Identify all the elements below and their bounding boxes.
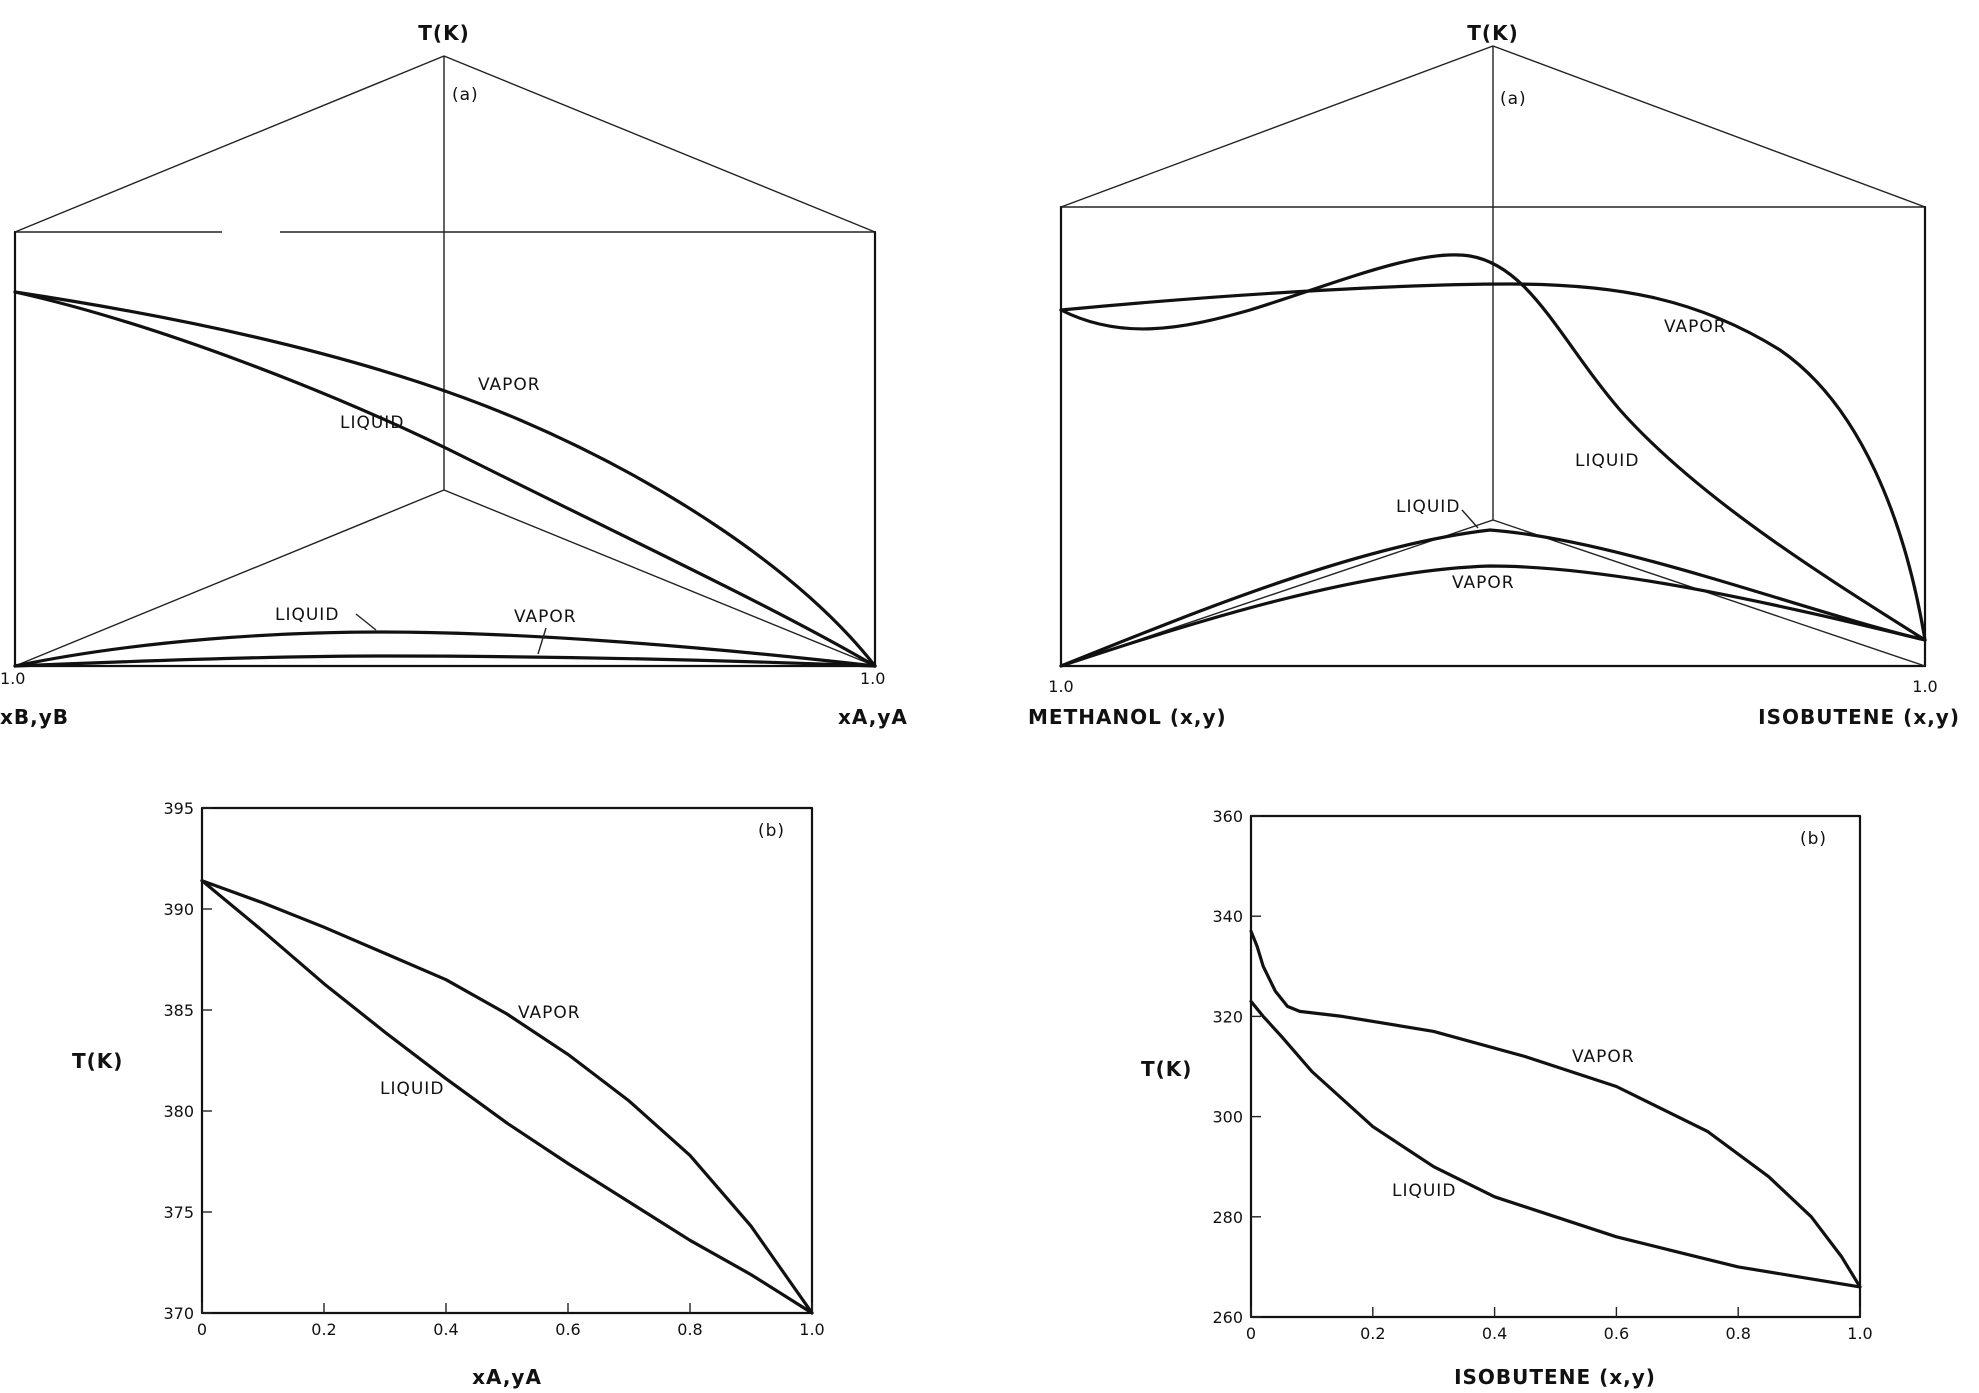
corner-label-right: 1.0 [860, 669, 885, 688]
prism-panel-methanol-generic: T(K) (a) VAPOR LIQUID LIQUID VAPOR 1.0 1… [0, 21, 908, 729]
series-line-liquid [200, 879, 814, 1315]
x-tick-label: 0.4 [1482, 1324, 1507, 1343]
base-liquid-label: LIQUID [275, 605, 339, 625]
corner-label-left: 1.0 [0, 669, 25, 688]
x-tick-label: 0.4 [433, 1320, 458, 1339]
liquid-curve-3d [1059, 253, 1927, 642]
series-lines [200, 879, 814, 1315]
base-vapor-curve [1059, 564, 1927, 668]
prism-base-back [14, 489, 876, 667]
y-tick-label: 360 [1212, 807, 1243, 826]
x-tick-label: 0.8 [677, 1320, 702, 1339]
x-tick-label: 0.6 [555, 1320, 580, 1339]
x-tick-label: 0.2 [1360, 1324, 1385, 1343]
axis-ticks: 0 0.2 0.4 0.6 0.8 1.0 260 280 300 320 340 360 [1212, 807, 1872, 1343]
series-line-vapor [1249, 929, 1862, 1289]
base-liquid-label: LIQUID [1396, 497, 1460, 517]
x-axis-label: ISOBUTENE (x,y) [1454, 1365, 1656, 1389]
y-tick-label: 390 [163, 900, 194, 919]
y-tick-label: 395 [163, 799, 194, 818]
liquid-label: LIQUID [340, 413, 404, 433]
series-label-liquid: LIQUID [380, 1079, 444, 1099]
y-tick-label: 300 [1212, 1108, 1243, 1127]
series-line-vapor [200, 879, 814, 1315]
axis-left-label: METHANOL (x,y) [1028, 705, 1227, 729]
prism-panel-methanol-isobutene: T(K) (a) VAPOR LIQUID LIQUID VAPOR 1.0 1… [1028, 21, 1960, 729]
panel-label: (b) [758, 821, 785, 841]
axis-title: T(K) [1467, 21, 1518, 45]
x-tick-label: 1.0 [799, 1320, 824, 1339]
x-tick-label: 0.6 [1604, 1324, 1629, 1343]
base-vapor-pointer [537, 627, 547, 655]
corner-label-left: 1.0 [1048, 677, 1073, 696]
liquid-label: LIQUID [1575, 451, 1639, 471]
prism-base-back [1060, 519, 1926, 667]
x-tick-label: 1.0 [1847, 1324, 1872, 1343]
y-tick-label: 375 [163, 1203, 194, 1222]
base-vapor-label: VAPOR [1452, 573, 1515, 593]
base-liquid-curve [13, 630, 877, 668]
y-axis-label: T(K) [72, 1049, 123, 1073]
y-tick-label: 260 [1212, 1308, 1243, 1327]
x-tick-label: 0 [197, 1320, 207, 1339]
axis-right-label: xA,yA [838, 705, 908, 729]
vapor-curve-3d [1059, 282, 1927, 642]
series-label-liquid: LIQUID [1392, 1181, 1456, 1201]
y-tick-label: 370 [163, 1304, 194, 1323]
y-tick-label: 340 [1212, 907, 1243, 926]
base-liquid-pointer [355, 613, 377, 631]
base-liquid-curve [1059, 528, 1927, 668]
corner-label-right: 1.0 [1912, 677, 1937, 696]
y-axis-label: T(K) [1141, 1057, 1192, 1081]
axis-title: T(K) [418, 21, 469, 45]
x-axis-label: xA,yA [472, 1365, 542, 1389]
series-line-liquid [1249, 999, 1862, 1289]
series-label-vapor: VAPOR [1572, 1047, 1635, 1067]
panel-label: (a) [452, 85, 479, 105]
base-liquid-pointer [1461, 509, 1479, 529]
y-tick-label: 380 [163, 1102, 194, 1121]
txy-chart-methanol-isobutene: (b) T(K) ISOBUTENE (x,y) 0 0.2 0.4 0.6 0.8 1.… [1141, 807, 1873, 1389]
axis-ticks: 0 0.2 0.4 0.6 0.8 1.0 370 375 380 385 390 395 [163, 799, 824, 1339]
plot-frame [1249, 814, 1862, 1319]
vapor-label: VAPOR [478, 375, 541, 395]
txy-chart-generic: (b) T(K) xA,yA 0 0.2 0.4 0.6 0.8 1.0 370 375 380… [72, 799, 825, 1389]
vapor-curve-3d [13, 290, 877, 668]
y-tick-label: 320 [1212, 1007, 1243, 1026]
axis-right-label: ISOBUTENE (x,y) [1758, 705, 1960, 729]
x-tick-label: 0.2 [311, 1320, 336, 1339]
y-tick-label: 280 [1212, 1208, 1243, 1227]
prism-roof [14, 55, 876, 233]
series-label-vapor: VAPOR [518, 1003, 581, 1023]
y-tick-label: 385 [163, 1001, 194, 1020]
base-vapor-label: VAPOR [514, 607, 577, 627]
liquid-curve-3d [13, 290, 877, 668]
x-tick-label: 0.8 [1725, 1324, 1750, 1343]
series-lines [1249, 929, 1862, 1289]
panel-label: (b) [1800, 829, 1827, 849]
axis-left-label: xB,yB [0, 705, 69, 729]
plot-frame [200, 806, 814, 1315]
vapor-label: VAPOR [1664, 317, 1727, 337]
x-tick-label: 0 [1246, 1324, 1256, 1343]
base-vapor-curve [13, 654, 877, 668]
panel-label: (a) [1500, 89, 1527, 109]
